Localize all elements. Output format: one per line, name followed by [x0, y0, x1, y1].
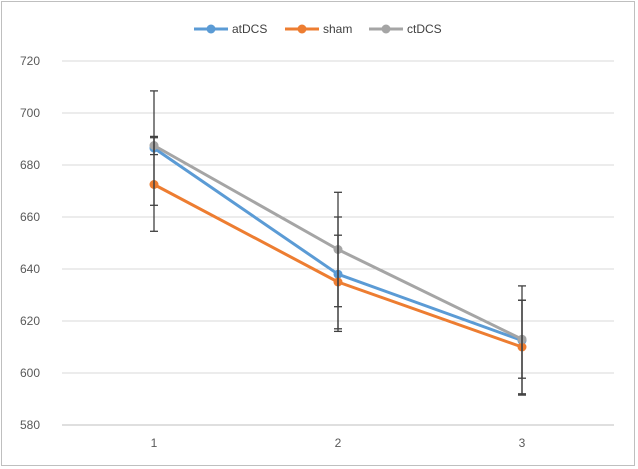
legend-swatch-marker [297, 24, 307, 34]
error-bar-ctDCS-1 [150, 135, 158, 156]
legend-item-ctDCS: ctDCS [369, 22, 442, 36]
legend-label: ctDCS [407, 22, 442, 36]
x-tick-label: 1 [151, 436, 158, 450]
y-tick-label: 600 [20, 366, 40, 380]
legend-item-sham: sham [285, 22, 352, 36]
y-tick-label: 640 [20, 262, 40, 276]
x-tick-label: 3 [519, 436, 526, 450]
x-axis-tick-labels: 1 2 3 [151, 436, 526, 450]
legend-item-atDCS: atDCS [194, 22, 267, 36]
legend-label: atDCS [232, 22, 267, 36]
y-axis-tick-labels: 580 600 620 640 660 680 700 720 [20, 54, 40, 432]
legend: atDCS sham ctDCS [194, 22, 442, 36]
y-tick-label: 720 [20, 54, 40, 68]
y-tick-label: 660 [20, 210, 40, 224]
error-bars [150, 90, 526, 396]
y-tick-label: 700 [20, 106, 40, 120]
x-tick-label: 2 [335, 436, 342, 450]
y-tick-label: 580 [20, 418, 40, 432]
y-tick-label: 620 [20, 314, 40, 328]
legend-label: sham [323, 22, 352, 36]
legend-swatch-marker [381, 24, 391, 34]
y-tick-label: 680 [20, 158, 40, 172]
error-bar-ctDCS-3 [518, 299, 526, 379]
error-bar-ctDCS-2 [334, 191, 342, 308]
legend-swatch-marker [206, 24, 216, 34]
